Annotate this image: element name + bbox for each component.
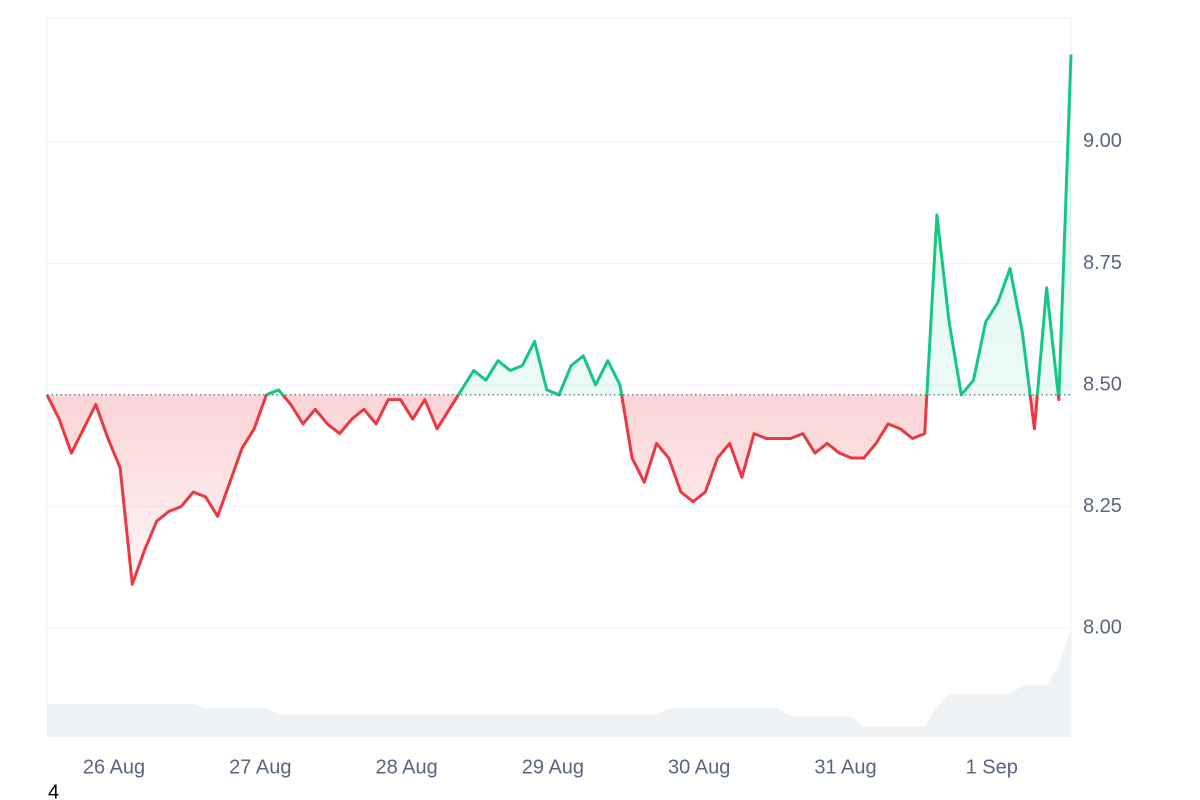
x-tick-label: 26 Aug: [83, 756, 145, 778]
y-tick-label: 8.25: [1083, 495, 1122, 517]
x-tick-label: 27 Aug: [229, 756, 291, 778]
y-tick-label: 8.50: [1083, 373, 1122, 395]
x-tick-label: 29 Aug: [522, 756, 584, 778]
y-tick-label: 9.00: [1083, 130, 1122, 152]
y-tick-label: 8.00: [1083, 616, 1122, 638]
price-line: [45, 54, 1073, 586]
price-area: [47, 54, 1071, 585]
volume-area: [47, 629, 1071, 737]
footnote: 4: [48, 781, 59, 800]
x-tick-label: 30 Aug: [668, 756, 730, 778]
x-tick-label: 1 Sep: [966, 756, 1018, 778]
y-tick-label: 8.75: [1083, 252, 1122, 274]
x-tick-label: 28 Aug: [375, 756, 437, 778]
x-tick-label: 31 Aug: [814, 756, 876, 778]
